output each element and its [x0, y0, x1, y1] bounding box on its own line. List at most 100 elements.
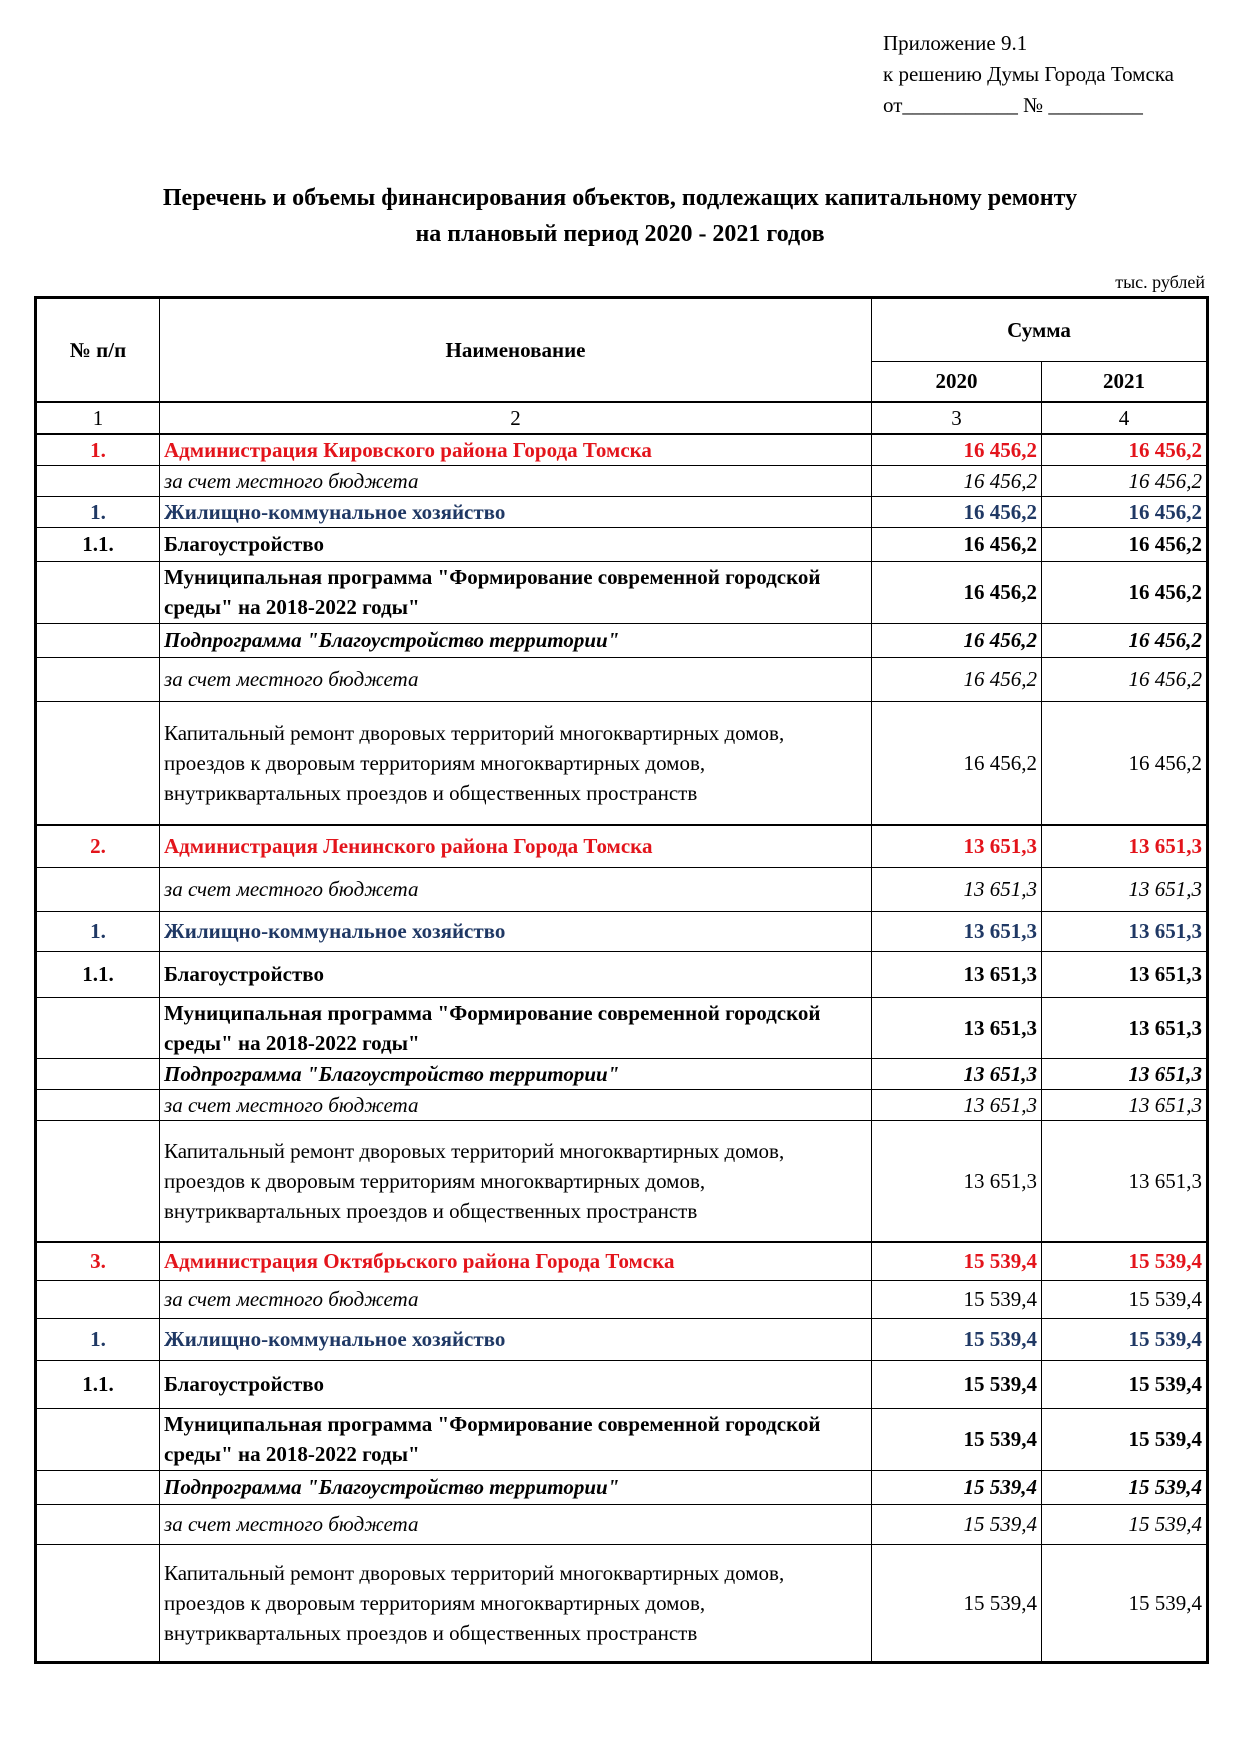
row-name: Администрация Октябрьского района Города… [159, 1241, 872, 1281]
row-name: Капитальный ремонт дворовых территорий м… [159, 1543, 872, 1663]
column-number-1: 1 [35, 400, 160, 434]
document-title: Перечень и объемы финансирования объекто… [40, 180, 1200, 252]
header-year-2021: 2021 [1041, 361, 1208, 402]
row-number [35, 464, 160, 497]
row-value-2021: 16 456,2 [1041, 495, 1208, 528]
row-name: Подпрограмма "Благоустройство территории… [159, 1057, 872, 1090]
row-value-2021: 13 651,3 [1041, 824, 1208, 868]
row-value-2021: 16 456,2 [1041, 432, 1208, 466]
row-number [35, 656, 160, 702]
row-number [35, 1469, 160, 1505]
row-number [35, 1057, 160, 1090]
column-number-4: 4 [1041, 400, 1208, 434]
row-value-2020: 16 456,2 [871, 526, 1042, 562]
row-value-2021: 16 456,2 [1041, 656, 1208, 702]
header-name: Наименование [159, 297, 872, 402]
row-value-2020: 15 539,4 [871, 1317, 1042, 1361]
row-value-2020: 16 456,2 [871, 622, 1042, 658]
financing-table: № п/п Наименование Сумма 2020 2021 1 2 3… [34, 296, 1209, 1664]
row-value-2020: 13 651,3 [871, 1057, 1042, 1090]
row-value-2021: 15 539,4 [1041, 1543, 1208, 1663]
row-name: Капитальный ремонт дворовых территорий м… [159, 1119, 872, 1243]
title-line-2: на плановый период 2020 - 2021 годов [415, 221, 825, 247]
table-row: Капитальный ремонт дворовых территорий м… [35, 1543, 1208, 1663]
row-value-2020: 15 539,4 [871, 1359, 1042, 1409]
row-value-2021: 15 539,4 [1041, 1279, 1208, 1319]
table-row: Подпрограмма "Благоустройство территории… [35, 622, 1208, 658]
table-row: за счет местного бюджета 16 456,2 16 456,2 [35, 656, 1208, 702]
row-value-2020: 13 651,3 [871, 824, 1042, 868]
table-row: Муниципальная программа "Формирование со… [35, 996, 1208, 1059]
row-value-2020: 13 651,3 [871, 1119, 1042, 1243]
row-number [35, 866, 160, 912]
row-name: Благоустройство [159, 950, 872, 998]
row-number: 1.1. [35, 1359, 160, 1409]
header-num: № п/п [35, 297, 160, 402]
row-value-2021: 13 651,3 [1041, 950, 1208, 998]
row-value-2020: 16 456,2 [871, 700, 1042, 826]
row-value-2021: 16 456,2 [1041, 464, 1208, 497]
table-row: за счет местного бюджета 15 539,4 15 539,4 [35, 1279, 1208, 1319]
table-row: 1.1. Благоустройство 15 539,4 15 539,4 [35, 1359, 1208, 1409]
row-number: 1. [35, 495, 160, 528]
row-value-2021: 13 651,3 [1041, 996, 1208, 1059]
row-value-2021: 16 456,2 [1041, 560, 1208, 624]
unit-label: тыс. рублей [1115, 272, 1205, 292]
row-name: за счет местного бюджета [159, 1503, 872, 1545]
row-value-2021: 16 456,2 [1041, 526, 1208, 562]
row-number [35, 1503, 160, 1545]
header-row-1: № п/п Наименование Сумма [35, 297, 1208, 402]
header-sum: Сумма [871, 297, 1208, 362]
table-row: Муниципальная программа "Формирование со… [35, 560, 1208, 624]
row-value-2021: 16 456,2 [1041, 622, 1208, 658]
table-row: Муниципальная программа "Формирование со… [35, 1407, 1208, 1471]
row-value-2021: 13 651,3 [1041, 1088, 1208, 1121]
table-row: 3. Администрация Октябрьского района Горо… [35, 1241, 1208, 1281]
title-line-1: Перечень и объемы финансирования объекто… [162, 185, 1078, 211]
row-name: Муниципальная программа "Формирование со… [159, 560, 872, 624]
row-value-2020: 13 651,3 [871, 866, 1042, 912]
row-name: за счет местного бюджета [159, 1279, 872, 1319]
row-number [35, 560, 160, 624]
appendix-line-3: от___________ № _________ [883, 93, 1143, 117]
row-value-2020: 13 651,3 [871, 1088, 1042, 1121]
row-value-2020: 16 456,2 [871, 464, 1042, 497]
table-row: Капитальный ремонт дворовых территорий м… [35, 700, 1208, 826]
row-value-2021: 13 651,3 [1041, 866, 1208, 912]
row-name: Администрация Кировского района Города Т… [159, 432, 872, 466]
row-value-2020: 15 539,4 [871, 1503, 1042, 1545]
table-row: 1.1. Благоустройство 13 651,3 13 651,3 [35, 950, 1208, 998]
row-name: Администрация Ленинского района Города Т… [159, 824, 872, 868]
row-value-2020: 15 539,4 [871, 1543, 1042, 1663]
appendix-line-1: Приложение 9.1 [883, 31, 1028, 55]
row-name: Капитальный ремонт дворовых территорий м… [159, 700, 872, 826]
table-row: за счет местного бюджета 16 456,2 16 456,2 [35, 464, 1208, 497]
row-name: за счет местного бюджета [159, 656, 872, 702]
row-value-2021: 13 651,3 [1041, 1057, 1208, 1090]
row-number [35, 1543, 160, 1663]
row-value-2021: 15 539,4 [1041, 1469, 1208, 1505]
row-value-2020: 15 539,4 [871, 1279, 1042, 1319]
row-value-2021: 15 539,4 [1041, 1407, 1208, 1471]
table-row: 2. Администрация Ленинского района Города… [35, 824, 1208, 868]
row-name: за счет местного бюджета [159, 464, 872, 497]
row-number: 1.1. [35, 950, 160, 998]
appendix-line-2: к решению Думы Города Томска [883, 62, 1174, 86]
row-number: 2. [35, 824, 160, 868]
table-row: Капитальный ремонт дворовых территорий м… [35, 1119, 1208, 1243]
row-value-2020: 15 539,4 [871, 1241, 1042, 1281]
header-year-2020: 2020 [871, 361, 1042, 402]
row-value-2020: 13 651,3 [871, 950, 1042, 998]
row-name: за счет местного бюджета [159, 1088, 872, 1121]
row-value-2020: 16 456,2 [871, 560, 1042, 624]
row-value-2021: 15 539,4 [1041, 1317, 1208, 1361]
table-row: 1. Жилищно-коммунальное хозяйство 13 651,3… [35, 910, 1208, 952]
row-name: Подпрограмма "Благоустройство территории… [159, 622, 872, 658]
row-value-2021: 13 651,3 [1041, 910, 1208, 952]
row-number [35, 700, 160, 826]
row-value-2020: 15 539,4 [871, 1407, 1042, 1471]
table-row: за счет местного бюджета 13 651,3 13 651,3 [35, 1088, 1208, 1121]
header-row-2: 2020 2021 [36, 361, 1208, 402]
row-name: Жилищно-коммунальное хозяйство [159, 910, 872, 952]
appendix-block: Приложение 9.1 к решению Думы Города Том… [883, 28, 1174, 121]
